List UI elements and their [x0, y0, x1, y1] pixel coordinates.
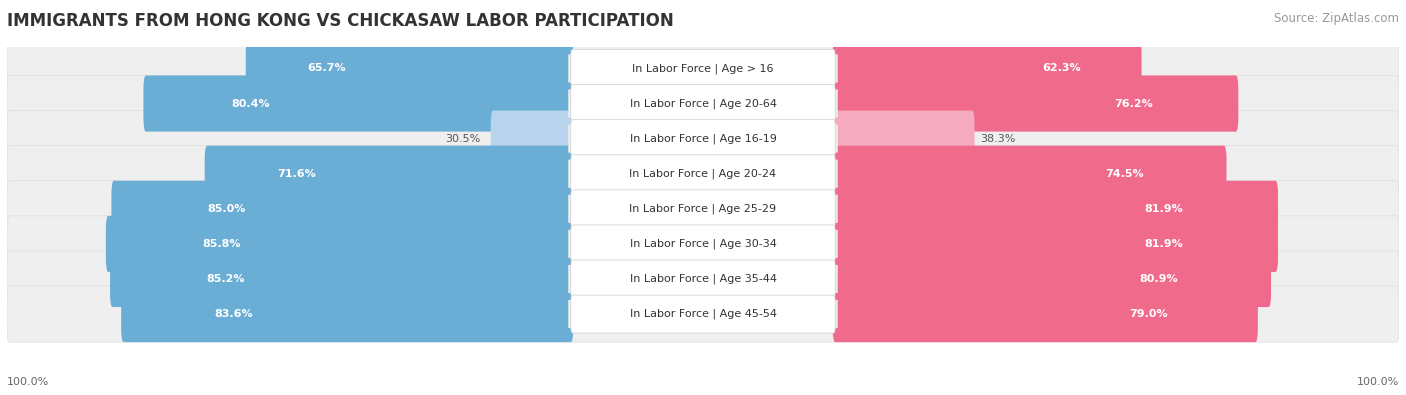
FancyBboxPatch shape [7, 251, 1399, 307]
FancyBboxPatch shape [571, 49, 835, 87]
Text: 79.0%: 79.0% [1129, 309, 1168, 319]
Text: 74.5%: 74.5% [1105, 169, 1144, 179]
Text: IMMIGRANTS FROM HONG KONG VS CHICKASAW LABOR PARTICIPATION: IMMIGRANTS FROM HONG KONG VS CHICKASAW L… [7, 12, 673, 30]
Text: 81.9%: 81.9% [1144, 239, 1182, 249]
FancyBboxPatch shape [568, 265, 578, 293]
Text: 100.0%: 100.0% [7, 377, 49, 387]
Text: In Labor Force | Age 25-29: In Labor Force | Age 25-29 [630, 203, 776, 214]
FancyBboxPatch shape [832, 111, 974, 167]
Text: In Labor Force | Age 20-64: In Labor Force | Age 20-64 [630, 98, 776, 109]
Text: 76.2%: 76.2% [1115, 98, 1153, 109]
FancyBboxPatch shape [828, 265, 838, 293]
Text: In Labor Force | Age 45-54: In Labor Force | Age 45-54 [630, 309, 776, 319]
FancyBboxPatch shape [7, 111, 1399, 167]
FancyBboxPatch shape [828, 195, 838, 223]
FancyBboxPatch shape [832, 286, 1258, 342]
FancyBboxPatch shape [568, 160, 578, 188]
Text: 71.6%: 71.6% [277, 169, 315, 179]
FancyBboxPatch shape [832, 216, 1278, 272]
FancyBboxPatch shape [571, 155, 835, 193]
Text: 85.2%: 85.2% [205, 274, 245, 284]
FancyBboxPatch shape [143, 75, 574, 132]
FancyBboxPatch shape [491, 111, 574, 167]
FancyBboxPatch shape [105, 216, 574, 272]
Text: 81.9%: 81.9% [1144, 204, 1182, 214]
Legend: Immigrants from Hong Kong, Chickasaw: Immigrants from Hong Kong, Chickasaw [546, 393, 860, 395]
FancyBboxPatch shape [571, 120, 835, 158]
FancyBboxPatch shape [571, 260, 835, 298]
Text: Source: ZipAtlas.com: Source: ZipAtlas.com [1274, 12, 1399, 25]
FancyBboxPatch shape [246, 40, 574, 96]
FancyBboxPatch shape [121, 286, 574, 342]
Text: 62.3%: 62.3% [1042, 64, 1081, 73]
Text: 100.0%: 100.0% [1357, 377, 1399, 387]
FancyBboxPatch shape [7, 75, 1399, 132]
FancyBboxPatch shape [828, 124, 838, 152]
Text: In Labor Force | Age 20-24: In Labor Force | Age 20-24 [630, 169, 776, 179]
Text: 80.9%: 80.9% [1139, 274, 1178, 284]
FancyBboxPatch shape [832, 181, 1278, 237]
FancyBboxPatch shape [7, 40, 1399, 96]
Text: 83.6%: 83.6% [214, 309, 253, 319]
Text: In Labor Force | Age 30-34: In Labor Force | Age 30-34 [630, 239, 776, 249]
Text: 38.3%: 38.3% [980, 134, 1015, 144]
FancyBboxPatch shape [828, 300, 838, 328]
Text: 80.4%: 80.4% [231, 98, 270, 109]
Text: 85.0%: 85.0% [207, 204, 246, 214]
FancyBboxPatch shape [571, 295, 835, 333]
FancyBboxPatch shape [110, 251, 574, 307]
FancyBboxPatch shape [828, 90, 838, 118]
Text: In Labor Force | Age 35-44: In Labor Force | Age 35-44 [630, 274, 776, 284]
Text: In Labor Force | Age > 16: In Labor Force | Age > 16 [633, 63, 773, 74]
FancyBboxPatch shape [828, 55, 838, 83]
FancyBboxPatch shape [111, 181, 574, 237]
FancyBboxPatch shape [571, 85, 835, 122]
Text: 30.5%: 30.5% [446, 134, 481, 144]
FancyBboxPatch shape [568, 55, 578, 83]
FancyBboxPatch shape [832, 251, 1271, 307]
FancyBboxPatch shape [832, 146, 1226, 202]
FancyBboxPatch shape [7, 286, 1399, 342]
FancyBboxPatch shape [568, 300, 578, 328]
FancyBboxPatch shape [205, 146, 574, 202]
FancyBboxPatch shape [568, 195, 578, 223]
FancyBboxPatch shape [568, 90, 578, 118]
FancyBboxPatch shape [568, 230, 578, 258]
FancyBboxPatch shape [568, 124, 578, 152]
Text: 85.8%: 85.8% [202, 239, 242, 249]
Text: In Labor Force | Age 16-19: In Labor Force | Age 16-19 [630, 134, 776, 144]
FancyBboxPatch shape [571, 225, 835, 263]
FancyBboxPatch shape [832, 40, 1142, 96]
FancyBboxPatch shape [7, 146, 1399, 202]
FancyBboxPatch shape [7, 181, 1399, 237]
FancyBboxPatch shape [832, 75, 1239, 132]
FancyBboxPatch shape [571, 190, 835, 228]
Text: 65.7%: 65.7% [308, 64, 346, 73]
FancyBboxPatch shape [828, 230, 838, 258]
FancyBboxPatch shape [7, 216, 1399, 272]
FancyBboxPatch shape [828, 160, 838, 188]
